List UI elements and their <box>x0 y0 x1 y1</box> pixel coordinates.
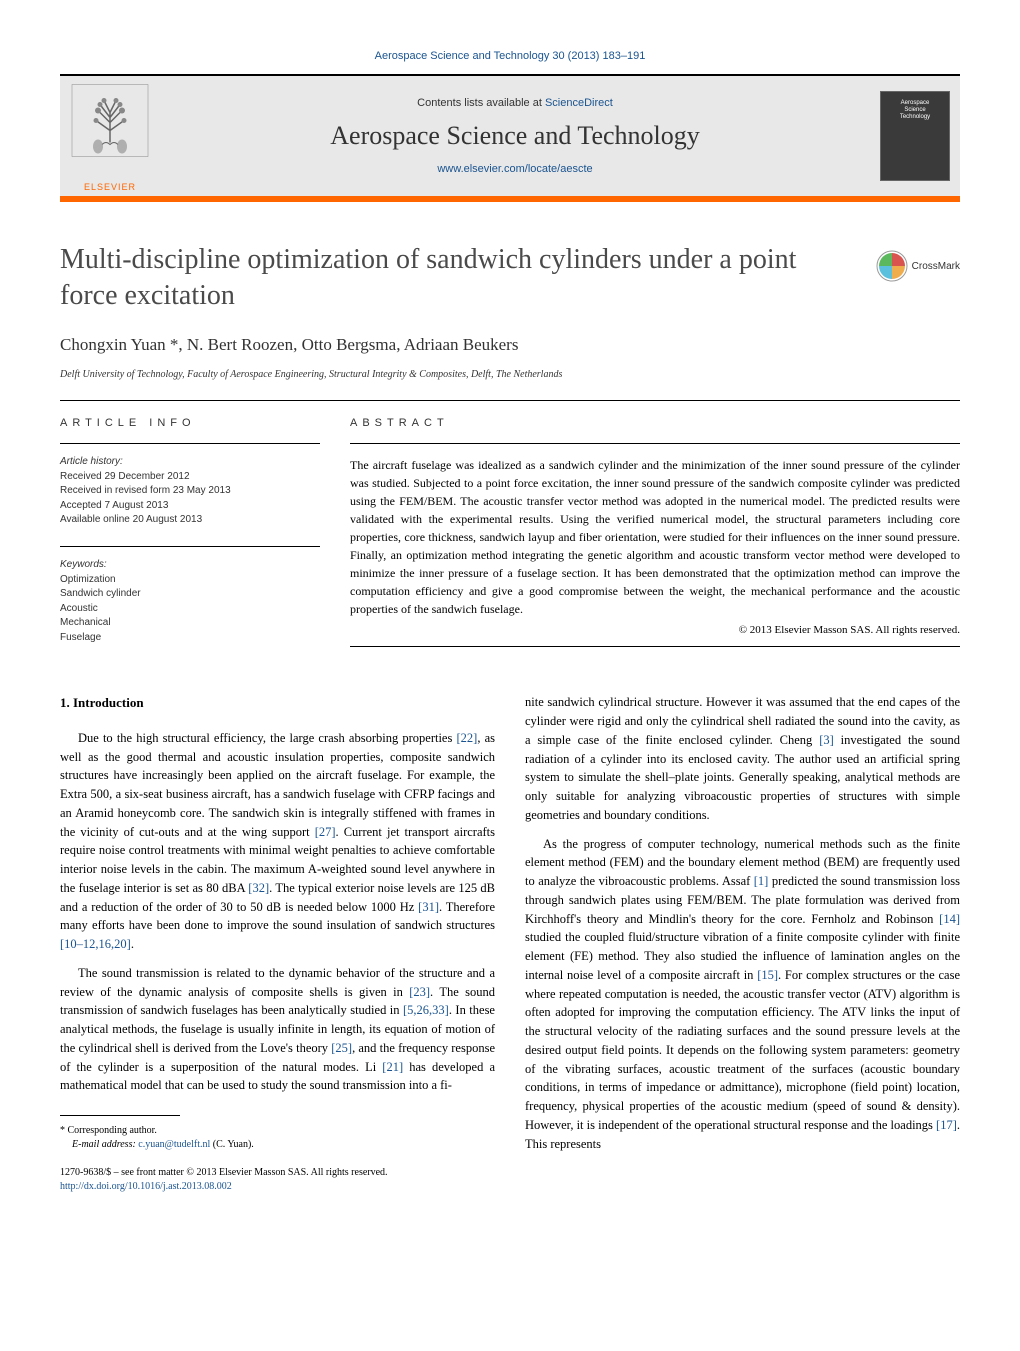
header-center: Contents lists available at ScienceDirec… <box>160 76 870 196</box>
ref-17[interactable]: [17] <box>936 1118 957 1132</box>
page-container: Aerospace Science and Technology 30 (201… <box>0 0 1020 1234</box>
elsevier-tree-icon <box>70 80 150 175</box>
elsevier-label: ELSEVIER <box>70 182 150 192</box>
corresponding-author-note: * Corresponding author. <box>72 1124 495 1138</box>
ref-27[interactable]: [27] <box>315 825 336 839</box>
header-band: ELSEVIER Contents lists available at Sci… <box>60 76 960 196</box>
abstract-col: ABSTRACT The aircraft fuselage was ideal… <box>350 417 960 664</box>
info-divider-2 <box>60 546 320 547</box>
ref-23[interactable]: [23] <box>409 985 430 999</box>
abstract-heading: ABSTRACT <box>350 417 960 429</box>
title-row: Multi-discipline optimization of sandwic… <box>60 242 960 335</box>
info-abstract-row: ARTICLE INFO Article history: Received 2… <box>60 417 960 664</box>
author-email[interactable]: c.yuan@tudelft.nl <box>138 1139 210 1150</box>
sciencedirect-link[interactable]: ScienceDirect <box>545 97 613 109</box>
crossmark-badge[interactable]: CrossMark <box>876 250 960 282</box>
contents-line: Contents lists available at ScienceDirec… <box>417 97 613 109</box>
ref-21[interactable]: [21] <box>382 1060 403 1074</box>
cover-image: Aerospace Science Technology <box>880 91 950 181</box>
abstract-text: The aircraft fuselage was idealized as a… <box>350 456 960 618</box>
article-title: Multi-discipline optimization of sandwic… <box>60 242 856 315</box>
orange-divider <box>60 196 960 202</box>
body-col-left: 1. Introduction Due to the high structur… <box>60 693 495 1194</box>
authors-line: Chongxin Yuan *, N. Bert Roozen, Otto Be… <box>60 335 960 355</box>
body-col-right: nite sandwich cylindrical structure. How… <box>525 693 960 1194</box>
history-block: Article history: Received 29 December 20… <box>60 456 320 528</box>
article-info-heading: ARTICLE INFO <box>60 417 320 429</box>
ref-5-26-33[interactable]: [5,26,33] <box>403 1003 449 1017</box>
history-online: Available online 20 August 2013 <box>60 513 320 528</box>
ref-10-12-16-20[interactable]: [10–12,16,20] <box>60 937 131 951</box>
journal-cover-thumbnail[interactable]: Aerospace Science Technology <box>870 76 960 196</box>
ref-32[interactable]: [32] <box>248 881 269 895</box>
ref-14[interactable]: [14] <box>939 912 960 926</box>
ref-3[interactable]: [3] <box>819 733 834 747</box>
doi-footer: 1270-9638/$ – see front matter © 2013 El… <box>60 1166 495 1194</box>
intro-heading: 1. Introduction <box>60 693 495 713</box>
keyword-3: Acoustic <box>60 602 320 617</box>
history-revised: Received in revised form 23 May 2013 <box>60 484 320 499</box>
history-received: Received 29 December 2012 <box>60 470 320 485</box>
intro-p3: As the progress of computer technology, … <box>525 835 960 1154</box>
article-info-col: ARTICLE INFO Article history: Received 2… <box>60 417 320 664</box>
abstract-copyright: © 2013 Elsevier Masson SAS. All rights r… <box>350 624 960 636</box>
ref-15[interactable]: [15] <box>757 968 778 982</box>
keyword-5: Fuselage <box>60 631 320 646</box>
ref-31[interactable]: [31] <box>418 900 439 914</box>
keyword-4: Mechanical <box>60 616 320 631</box>
body-columns: 1. Introduction Due to the high structur… <box>60 693 960 1194</box>
citation-line: Aerospace Science and Technology 30 (201… <box>60 50 960 62</box>
keyword-2: Sandwich cylinder <box>60 587 320 602</box>
journal-name: Aerospace Science and Technology <box>330 121 700 151</box>
keywords-label: Keywords: <box>60 559 320 570</box>
doi-link[interactable]: http://dx.doi.org/10.1016/j.ast.2013.08.… <box>60 1180 495 1194</box>
abstract-divider <box>350 443 960 444</box>
crossmark-icon <box>876 250 908 282</box>
intro-p1: Due to the high structural efficiency, t… <box>60 729 495 954</box>
history-accepted: Accepted 7 August 2013 <box>60 499 320 514</box>
ref-1[interactable]: [1] <box>754 874 769 888</box>
keywords-block: Keywords: Optimization Sandwich cylinder… <box>60 559 320 646</box>
journal-homepage-link[interactable]: www.elsevier.com/locate/aescte <box>437 163 592 175</box>
email-note: E-mail address: c.yuan@tudelft.nl (C. Yu… <box>72 1138 495 1152</box>
crossmark-label: CrossMark <box>912 261 960 272</box>
footnote-divider <box>60 1115 180 1116</box>
ref-22[interactable]: [22] <box>456 731 477 745</box>
ref-25[interactable]: [25] <box>331 1041 352 1055</box>
keyword-1: Optimization <box>60 573 320 588</box>
info-divider-1 <box>60 443 320 444</box>
intro-p2: The sound transmission is related to the… <box>60 964 495 1095</box>
affiliation: Delft University of Technology, Faculty … <box>60 369 960 380</box>
history-label: Article history: <box>60 456 320 467</box>
abstract-bottom-divider <box>350 646 960 647</box>
elsevier-logo[interactable]: ELSEVIER <box>60 76 160 196</box>
title-divider <box>60 400 960 401</box>
intro-p2-cont: nite sandwich cylindrical structure. How… <box>525 693 960 824</box>
